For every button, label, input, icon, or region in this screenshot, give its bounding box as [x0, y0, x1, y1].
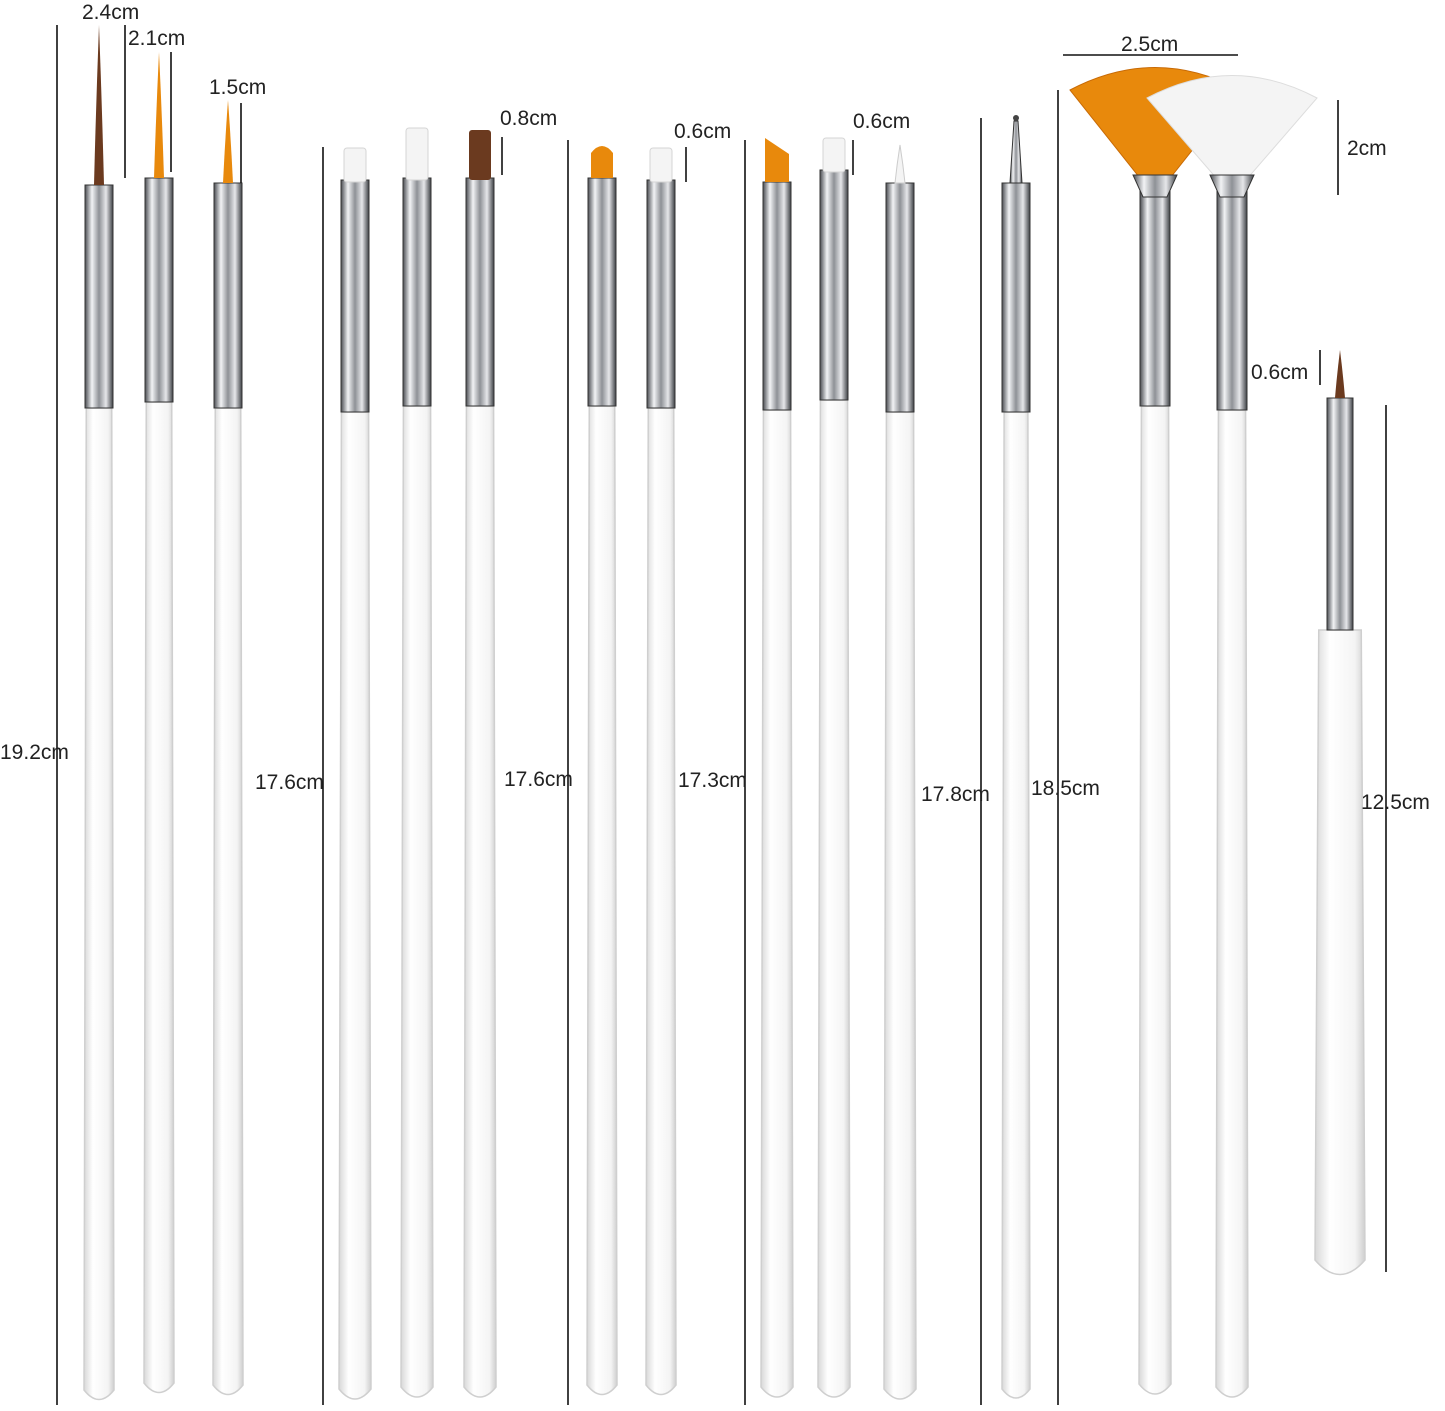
brush-handle	[883, 411, 917, 1400]
tip-length-label-1: 2.4cm	[82, 1, 139, 24]
brush-ferrule	[1139, 174, 1171, 407]
brush-handle	[760, 409, 794, 1398]
brush-handle	[83, 407, 115, 1401]
brush-11	[883, 144, 917, 1400]
brush-1	[83, 25, 115, 1401]
total-length-label-7: 12.5cm	[1361, 791, 1430, 814]
brush-15	[1314, 350, 1366, 1276]
tip-length-label-4: 0.8cm	[500, 107, 557, 130]
total-length-label-2: 17.6cm	[255, 771, 324, 794]
bristle-tip	[469, 130, 491, 180]
brush-10	[817, 137, 851, 1398]
brush-4	[338, 147, 372, 1400]
brush-ferrule	[819, 169, 849, 401]
brush-ferrule	[1001, 182, 1031, 413]
brush-ferrule	[885, 182, 915, 413]
brush-ferrule	[1326, 397, 1354, 631]
fan-height-label: 2cm	[1347, 137, 1387, 160]
bristle-tip	[1335, 350, 1345, 398]
brush-ferrule	[213, 182, 243, 409]
dotting-ball	[1013, 115, 1019, 121]
brush-handle	[817, 399, 851, 1398]
brush-handle	[1314, 629, 1366, 1276]
brush-2	[143, 52, 175, 1394]
bristle-tip	[822, 137, 846, 173]
brush-handle	[338, 411, 372, 1400]
brush-12	[1001, 115, 1031, 1399]
bristle-tip	[94, 25, 104, 185]
bristle-tip	[223, 100, 233, 183]
brush-ferrule	[587, 177, 617, 407]
brush-ferrule	[84, 184, 114, 409]
dimension-labels: 2.4cm 2.1cm 1.5cm 19.2cm 17.6cm 0.8cm 17…	[0, 1, 1430, 814]
total-length-label-3: 17.6cm	[504, 768, 573, 791]
brush-14	[1146, 75, 1318, 1398]
brush-6	[463, 130, 497, 1398]
brush-9	[760, 138, 794, 1398]
fan-ferrule-crimp	[1132, 174, 1178, 198]
brush-handle	[586, 405, 618, 1396]
fan-width-label: 2.5cm	[1121, 33, 1178, 56]
brush-ferrule	[144, 177, 174, 403]
tip-length-label-5: 0.6cm	[674, 120, 731, 143]
total-length-label-5: 17.8cm	[921, 783, 990, 806]
brush-ferrule	[762, 181, 792, 411]
brush-5	[400, 127, 434, 1398]
tip-length-label-6: 0.6cm	[853, 110, 910, 133]
brush-handle	[1215, 409, 1249, 1398]
brush-handle	[463, 405, 497, 1398]
brush-handle	[1138, 405, 1172, 1395]
brush-handle	[212, 407, 244, 1396]
bristle-tip	[405, 127, 429, 181]
brush-ferrule	[1216, 174, 1248, 411]
brush-handle	[1001, 411, 1031, 1399]
brush-8	[645, 147, 677, 1396]
brush-7	[586, 146, 618, 1396]
brush-ferrule	[340, 179, 370, 413]
brush-handle	[143, 401, 175, 1394]
total-length-label-1: 19.2cm	[0, 741, 69, 764]
total-length-label-6: 18.5cm	[1031, 777, 1100, 800]
tip-length-label-7: 0.6cm	[1251, 361, 1308, 384]
brushes-group	[83, 25, 1366, 1401]
brush-handle	[645, 407, 677, 1396]
brush-ferrule	[465, 177, 495, 407]
dimension-lines	[56, 25, 1387, 1405]
tip-length-label-3: 1.5cm	[209, 76, 266, 99]
brush-13	[1069, 67, 1241, 1395]
bristle-tip	[343, 147, 367, 183]
bristle-tip	[765, 138, 789, 182]
bristle-tip	[591, 146, 613, 178]
brush-ferrule	[646, 179, 676, 409]
brush-ferrule	[402, 177, 432, 407]
tip-length-label-2: 2.1cm	[128, 27, 185, 50]
dotting-tip	[1009, 120, 1023, 184]
bristle-tip	[154, 52, 164, 178]
bristle-tip	[649, 147, 673, 183]
total-length-label-4: 17.3cm	[678, 769, 747, 792]
brush-3	[212, 100, 244, 1396]
brush-handle	[400, 405, 434, 1398]
fan-ferrule-crimp	[1209, 174, 1255, 198]
fan-bristles	[1146, 75, 1318, 188]
bristle-tip	[894, 144, 906, 184]
